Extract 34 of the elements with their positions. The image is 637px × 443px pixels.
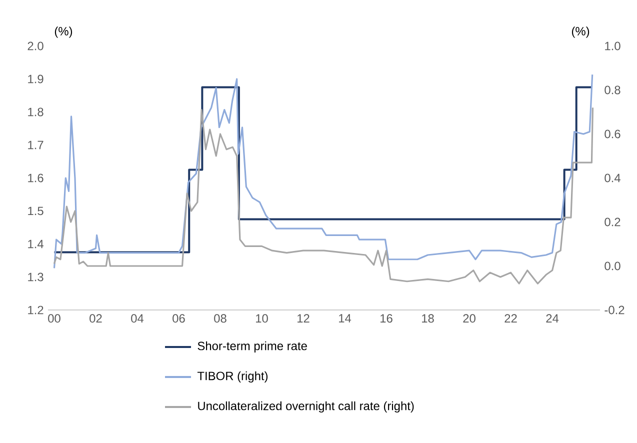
y2-tick-label: 1.0 — [605, 42, 620, 50]
x-tick-label: 02 — [90, 314, 102, 323]
y-tick-label: 2.0 — [28, 42, 44, 50]
x-tick-label: 24 — [546, 314, 559, 323]
legend-label: Uncollateralized overnight call rate (right) — [198, 401, 414, 413]
y-tick-label: 1.5 — [28, 206, 44, 216]
y2-tick-label: -0.2 — [604, 306, 624, 314]
y-tick-label: 1.6 — [28, 174, 44, 182]
legend-label: TIBOR (right) — [197, 371, 268, 383]
x-tick-label: 18 — [422, 314, 434, 323]
x-tick-label: 04 — [131, 314, 144, 323]
y-tick-label: 1.3 — [28, 272, 44, 282]
y-tick-label: 1.7 — [28, 140, 44, 150]
x-tick-label: 08 — [214, 314, 226, 323]
y-axis-title: (%) — [54, 26, 72, 38]
x-tick-label: 22 — [504, 314, 517, 323]
x-tick-label: 10 — [256, 314, 268, 323]
x-tick-label: 14 — [339, 314, 352, 322]
y-tick-label: 1.9 — [28, 74, 44, 84]
x-tick-label: 20 — [463, 314, 476, 323]
y2-tick-label: 0.6 — [604, 130, 620, 138]
y-tick-label: 1.2 — [28, 306, 44, 314]
y2-tick-label: 0.8 — [604, 86, 620, 94]
x-tick-label: 06 — [172, 314, 185, 323]
y-tick-label: 1.4 — [28, 240, 44, 248]
y2-axis-title: (%) — [572, 26, 590, 38]
x-tick-label: 12 — [298, 314, 310, 323]
y2-tick-label: 0.4 — [604, 174, 620, 182]
y2-tick-label: 0.2 — [604, 218, 620, 226]
x-tick-label: 16 — [380, 314, 392, 323]
legend-label: Shor-term prime rate — [198, 341, 307, 353]
y-tick-label: 1.8 — [28, 108, 44, 116]
y2-tick-label: 0.0 — [604, 262, 620, 270]
x-tick-label: 00 — [48, 314, 60, 323]
